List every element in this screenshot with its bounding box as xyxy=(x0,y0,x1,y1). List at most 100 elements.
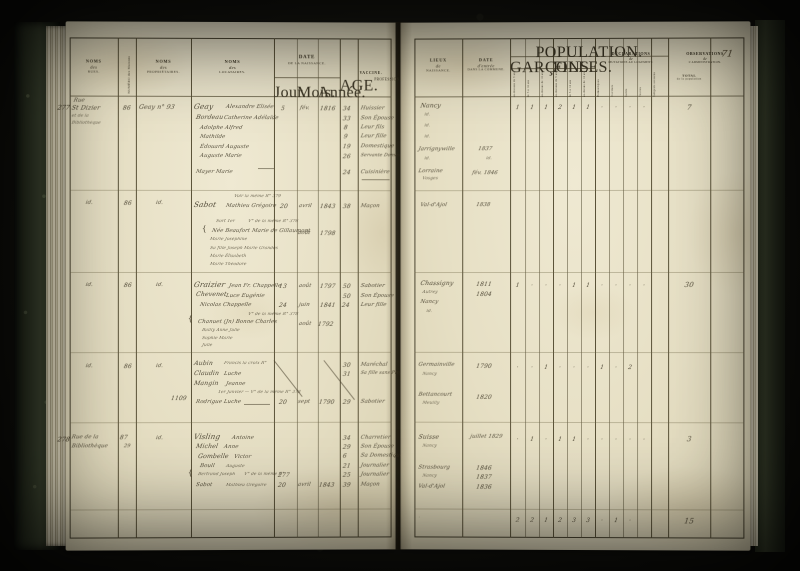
cell-jour: 20 xyxy=(277,481,287,489)
cell-locataire-name: Mangin xyxy=(193,380,220,388)
cell-rue: Bibliothèque xyxy=(71,120,102,126)
header-noms-rues: NOMS des RUES. xyxy=(85,58,102,74)
cell-annee: 1816 xyxy=(319,105,336,113)
cell-pop: 2 xyxy=(627,364,633,372)
cell-lieu: Nancy xyxy=(421,371,438,377)
cell-proprietaire: id. xyxy=(155,435,164,442)
cell-rue: St Dizier xyxy=(70,104,101,112)
cell-lieu: Suisse xyxy=(417,433,440,441)
cell-date-entree: juillet 1829 xyxy=(469,433,503,440)
cell-annee: 1841 xyxy=(319,301,336,309)
cell-age: 38 xyxy=(342,203,352,211)
cell-sub-note: V° de la même R° 376 xyxy=(247,219,299,225)
cell-total-pop: 3 xyxy=(585,517,591,525)
rule-v1 xyxy=(117,37,119,539)
cell-locataire-detail: Anne xyxy=(223,443,240,451)
header-noms-locataires: NOMS des LOCATAIRES. xyxy=(219,58,246,75)
header-pop-col-4: de 5 à 14 ans xyxy=(569,79,573,98)
cell-pop: 1 xyxy=(529,435,535,443)
cell-profession: Cuisinière xyxy=(360,169,391,176)
page-left: NOMS des RUES. NUMÉRO des Maisons NOMS d… xyxy=(57,21,417,551)
cell-lieu: Vosges xyxy=(421,176,439,182)
cell-rue: Rue de la xyxy=(71,434,99,441)
cell-lieu: Val-d'Ajol xyxy=(417,483,446,490)
cell-profession: Leur fille xyxy=(360,301,388,308)
header-age: AGE. xyxy=(339,77,379,95)
cell-lieu: id. xyxy=(423,112,431,118)
cell-mois: juin xyxy=(298,301,311,308)
row-number: 277 xyxy=(56,103,71,112)
cell-pop: · xyxy=(614,103,618,111)
header-pop-col-1: de 5 à 14 ans xyxy=(527,79,531,98)
cell-lieu: Jarrignywille xyxy=(417,146,456,153)
cell-mois: août xyxy=(298,320,312,327)
header-pop-col-2: au-dessus de 14 ans xyxy=(541,70,545,98)
cell-lieu: id. xyxy=(423,156,431,162)
cell-total-pop: 1 xyxy=(613,517,619,525)
cell-locataire-detail: Francis la croix R° xyxy=(223,360,267,367)
cell-pop: 1 xyxy=(585,281,591,290)
cell-date-entree: 1836 xyxy=(475,483,493,491)
cell-pop: · xyxy=(628,103,632,111)
cell-locataire-name: Adolphe Alfred xyxy=(199,124,243,132)
header-pop-col-6: Domestiques xyxy=(597,79,601,97)
rule-v7 xyxy=(339,38,341,538)
cell-locataire-detail: Antoine xyxy=(231,434,255,441)
cell-mois: fév. xyxy=(299,105,311,112)
cell-date-entree: 1811 xyxy=(475,281,493,288)
cell-profession: Huissier xyxy=(360,105,385,112)
cell-locataire-name: Auguste Marie xyxy=(199,152,243,160)
cell-locataire-detail: Luce Eugénie xyxy=(225,292,266,300)
cell-pop: 1 xyxy=(585,103,591,111)
book-cover-right xyxy=(755,20,785,552)
cell-age: 29 xyxy=(342,398,352,406)
header-date-entree: DATE d'entrée DANS LA COMMUNE. xyxy=(467,57,505,72)
header-filles: FILLES. xyxy=(553,58,613,77)
cell-locataire-detail: Mathieu Grégoire xyxy=(225,202,277,210)
cell-total-pop: · xyxy=(628,517,632,525)
cell-grand-total: 15 xyxy=(683,516,695,526)
cell-pop: · xyxy=(600,281,604,290)
cell-locataire-detail: Alexandre Elisée xyxy=(225,103,275,111)
rule-pop-10 xyxy=(651,37,653,539)
cell-locataire-name: Chevenet xyxy=(195,291,228,299)
cell-pop: 1 xyxy=(515,104,521,112)
cell-locataire-detail: Mathieu Grégoire xyxy=(225,482,267,489)
cell-jour: 20 xyxy=(279,203,289,211)
cell-locataire-name: Nicolas Chappelle xyxy=(199,301,252,309)
cell-lieu: id. xyxy=(423,123,431,129)
cell-locataire-name: Bertrand Joseph xyxy=(197,471,236,478)
cell-mois: avril xyxy=(298,203,313,210)
cell-pop: 1 xyxy=(529,104,535,112)
cell-profession: Sabotier xyxy=(360,283,386,289)
cell-ref-number: 277 xyxy=(277,471,291,479)
cell-date-entree: id. xyxy=(485,156,493,162)
cell-age: 24 xyxy=(341,301,351,309)
cell-proprietaire: id. xyxy=(155,363,164,370)
cell-pop: · xyxy=(516,363,520,371)
cell-mois: août xyxy=(297,230,311,237)
header-pop-col-5: au-dessus de 14 ans xyxy=(582,70,586,97)
cell-profession: Son Épouse xyxy=(360,443,395,450)
cell-proprietaire: id. xyxy=(155,281,164,289)
cell-locataire-name: Mayer Marie xyxy=(195,168,234,176)
cell-total-pop: 1 xyxy=(543,516,549,524)
cell-locataire-name: Bailly Anne Julie xyxy=(201,327,241,334)
cell-age: 34 xyxy=(342,434,352,442)
cell-age: 19 xyxy=(342,143,352,151)
cell-locataire-name: Sophie Marie xyxy=(201,335,233,342)
cell-jour: 24 xyxy=(278,301,288,309)
cell-total-pop: 2 xyxy=(529,516,535,524)
cell-profession: Maçon xyxy=(360,203,381,210)
header-numero-maisons: NUMÉRO des Maisons xyxy=(126,55,131,94)
cell-age: 33 xyxy=(342,115,352,123)
page-right: 71 LIEUX de NAISSANC xyxy=(400,21,751,551)
cell-locataire-name: Sabot xyxy=(193,199,217,209)
cell-sub-label: Sort 1er xyxy=(215,218,236,225)
cell-pop: · xyxy=(614,364,618,372)
cell-pop: · xyxy=(544,282,548,289)
cell-age: 25 xyxy=(342,471,352,479)
header-date-annee: Année. xyxy=(317,84,366,102)
cell-profession: Son Épouse xyxy=(360,292,395,299)
